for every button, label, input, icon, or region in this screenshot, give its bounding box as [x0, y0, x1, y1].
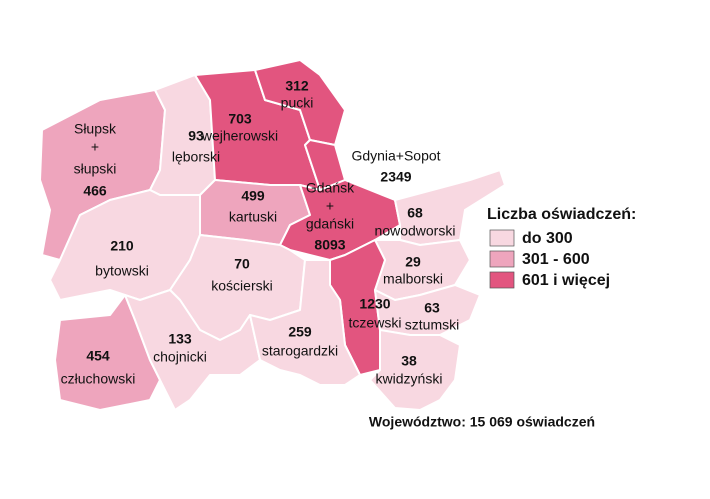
region-label: kartuski [229, 209, 277, 225]
region-value: 466 [83, 183, 107, 199]
region-label: chojnicki [153, 349, 207, 365]
legend-label: 301 - 600 [522, 251, 590, 268]
region-value: 2349 [380, 169, 411, 185]
region-label: gdański [306, 216, 354, 232]
region-value: 703 [228, 111, 252, 127]
footer: Województwo: 15 069 oświadczeń [369, 414, 595, 430]
region-value: 8093 [314, 237, 345, 253]
legend-label: do 300 [522, 230, 573, 247]
region-value: 68 [407, 205, 423, 221]
region-label: lęborski [172, 149, 220, 165]
region-value: 499 [241, 188, 265, 204]
region-label: kwidzyński [376, 371, 443, 387]
region-value: 259 [288, 324, 312, 340]
region-value: 1230 [359, 296, 390, 312]
region-label: tczewski [349, 315, 402, 331]
region-value: 133 [168, 331, 192, 347]
region-value: 38 [401, 353, 417, 369]
region [249, 259, 361, 386]
region-value: 70 [234, 256, 250, 272]
region-value: 29 [405, 254, 421, 270]
legend-title: Liczba oświadczeń: [487, 206, 636, 223]
region-label: starogardzki [262, 343, 338, 359]
region-label: wejherowski [201, 128, 278, 144]
legend: do 300 301 - 600 601 i więcej [489, 229, 610, 289]
region-label: kościerski [211, 278, 272, 294]
region-value: 312 [285, 78, 309, 94]
region [394, 169, 506, 246]
region-label: Gdynia+Sopot [351, 148, 440, 164]
region-label: + [91, 139, 99, 155]
region-label: malborski [383, 271, 443, 287]
region-label: Gdańsk [306, 180, 355, 196]
region-label: Słupsk [74, 121, 117, 137]
legend-swatch [489, 271, 515, 289]
region-value: 63 [424, 300, 440, 316]
region-label: sztumski [405, 317, 459, 333]
region-label: bytowski [95, 263, 149, 279]
region-label: + [326, 198, 334, 214]
labels: Słupsk+słupski466lęborski93wejherowski70… [61, 78, 460, 387]
region-value: 210 [110, 238, 134, 254]
region-label: słupski [74, 161, 117, 177]
region-value: 454 [86, 348, 110, 364]
legend-swatch [489, 250, 515, 268]
legend-label: 601 i więcej [522, 272, 610, 289]
regions [39, 59, 506, 411]
region [369, 329, 461, 411]
region-label: pucki [281, 95, 314, 111]
region-label: nowodworski [375, 223, 456, 239]
region-value: 93 [188, 128, 204, 144]
region-label: człuchowski [61, 371, 136, 387]
legend-swatch [489, 229, 515, 247]
